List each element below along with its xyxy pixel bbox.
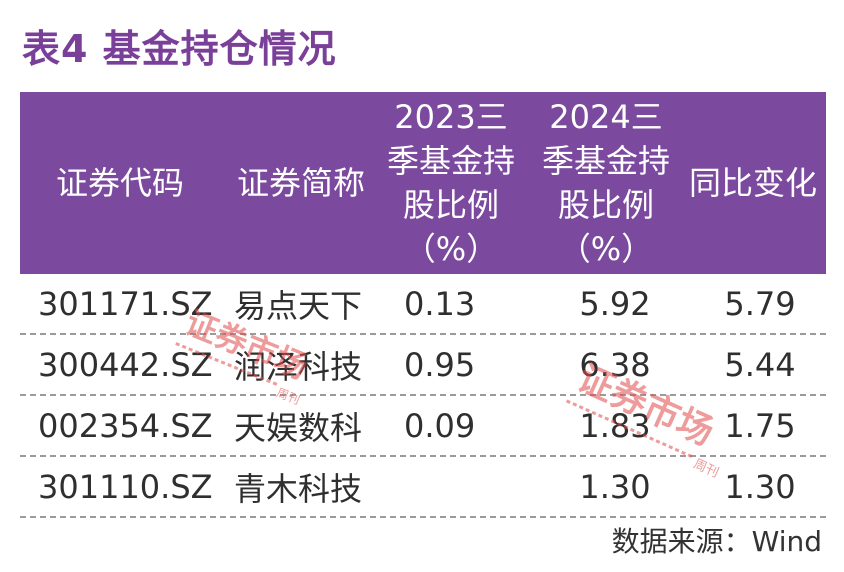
cell-stock-name: 润泽科技 [234,347,363,386]
table-header: 证券代码 证券简称 2023三 季基金持 股比例 （%） 2024三 季基金持 … [20,92,826,274]
cell-2024-ratio: 1.30 [579,467,651,506]
cell-yoy-change: 5.79 [724,284,796,323]
table-row: 002354.SZ 天娱数科 0.09 1.83 1.75 [20,396,826,457]
cell-yoy-change: 5.44 [724,345,796,384]
table-row: 301110.SZ 青木科技 1.30 1.30 [20,457,826,518]
fund-holdings-table: 证券代码 证券简称 2023三 季基金持 股比例 （%） 2024三 季基金持 … [20,92,826,518]
cell-stock-code: 300442.SZ [38,345,213,384]
cell-stock-code: 002354.SZ [38,406,213,445]
table-row: 301171.SZ 易点天下 0.13 5.92 5.79 [20,274,826,335]
cell-stock-name: 易点天下 [234,286,363,325]
header-2023-q3-ratio: 2023三 季基金持 股比例 （%） [386,98,515,268]
cell-2023-ratio: 0.09 [404,406,476,445]
cell-stock-name: 天娱数科 [234,408,363,447]
cell-2024-ratio: 5.92 [579,284,651,323]
cell-2023-ratio [404,457,554,516]
cell-stock-code: 301110.SZ [38,467,213,506]
header-stock-code: 证券代码 [55,164,184,202]
header-2024-q3-ratio: 2024三 季基金持 股比例 （%） [541,98,670,268]
cell-2023-ratio: 0.95 [404,345,476,384]
cell-yoy-change: 1.30 [724,467,796,506]
cell-yoy-change: 1.75 [724,406,796,445]
cell-2024-ratio: 6.38 [579,345,651,384]
table-title: 表4 基金持仓情况 [22,27,337,71]
cell-2024-ratio: 1.83 [579,406,651,445]
table-row: 300442.SZ 润泽科技 0.95 6.38 5.44 [20,335,826,396]
data-source-note: 数据来源：Wind [611,525,822,558]
cell-2023-ratio: 0.13 [404,284,476,323]
header-yoy-change: 同比变化 [688,164,817,202]
cell-stock-name: 青木科技 [234,469,363,508]
cell-stock-code: 301171.SZ [38,284,213,323]
header-stock-name: 证券简称 [236,164,365,202]
